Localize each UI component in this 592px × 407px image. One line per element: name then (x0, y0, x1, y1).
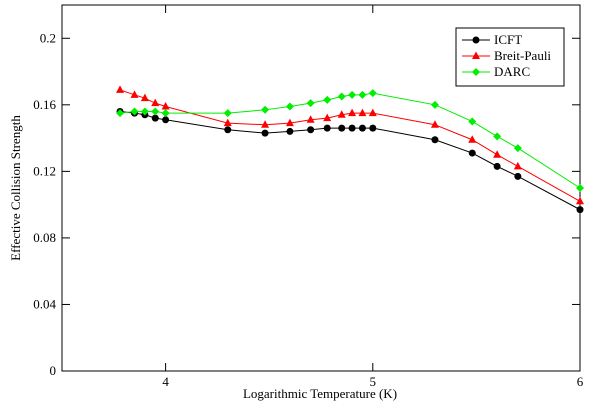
y-tick-label: 0.04 (33, 296, 56, 311)
marker (261, 129, 269, 137)
marker (513, 161, 522, 170)
marker (468, 117, 477, 126)
marker (337, 110, 346, 118)
marker (368, 89, 377, 98)
marker (430, 100, 439, 109)
marker (223, 109, 232, 118)
legend-label: Breit-Pauli (494, 48, 551, 63)
marker (337, 92, 346, 101)
marker (285, 102, 294, 111)
marker (307, 126, 315, 134)
legend-label: ICFT (494, 32, 522, 47)
marker (493, 150, 502, 158)
marker (430, 120, 439, 128)
x-tick-label: 5 (370, 374, 377, 389)
x-axis-label: Logarithmic Temperature (K) (243, 386, 397, 401)
marker (306, 115, 315, 123)
marker (323, 113, 332, 122)
marker (468, 135, 477, 143)
marker (431, 136, 439, 144)
marker (493, 162, 501, 170)
marker (323, 124, 331, 132)
legend-label: DARC (494, 64, 530, 79)
marker (348, 90, 357, 99)
marker (338, 124, 346, 132)
marker (468, 149, 476, 157)
marker (151, 107, 160, 116)
marker (576, 196, 584, 205)
y-tick-label: 0.2 (40, 30, 56, 45)
marker (130, 90, 139, 98)
marker (286, 127, 294, 135)
y-tick-label: 0.12 (33, 163, 56, 178)
marker (358, 124, 366, 132)
x-tick-label: 4 (162, 374, 169, 389)
y-tick-label: 0.16 (33, 97, 56, 112)
x-tick-label: 6 (577, 374, 584, 389)
marker (116, 85, 125, 93)
marker (306, 99, 315, 108)
marker (116, 109, 125, 118)
legend-marker (472, 36, 480, 44)
marker (576, 184, 584, 192)
marker (513, 144, 522, 153)
y-tick-label: 0.08 (33, 230, 56, 245)
series-line (119, 89, 581, 202)
marker (261, 105, 270, 114)
marker (261, 120, 270, 128)
y-tick-label: 0 (50, 363, 57, 378)
marker (358, 108, 367, 117)
marker (130, 107, 139, 116)
marker (285, 118, 294, 127)
marker (140, 93, 149, 102)
marker (368, 108, 377, 117)
marker (161, 109, 170, 118)
marker (224, 126, 232, 134)
marker (514, 172, 522, 180)
marker (223, 118, 232, 127)
marker (493, 132, 502, 141)
legend-marker (472, 68, 480, 76)
marker (576, 206, 584, 214)
marker (348, 124, 356, 132)
marker (369, 124, 377, 132)
legend-marker (472, 51, 480, 59)
series-line (119, 92, 581, 189)
marker (358, 90, 367, 99)
y-axis-label: Effective Collision Strength (8, 115, 23, 261)
marker (151, 114, 159, 122)
marker (161, 101, 170, 110)
marker (323, 95, 332, 104)
marker (151, 98, 160, 107)
marker (348, 108, 357, 117)
marker (162, 116, 170, 124)
marker (140, 107, 149, 116)
